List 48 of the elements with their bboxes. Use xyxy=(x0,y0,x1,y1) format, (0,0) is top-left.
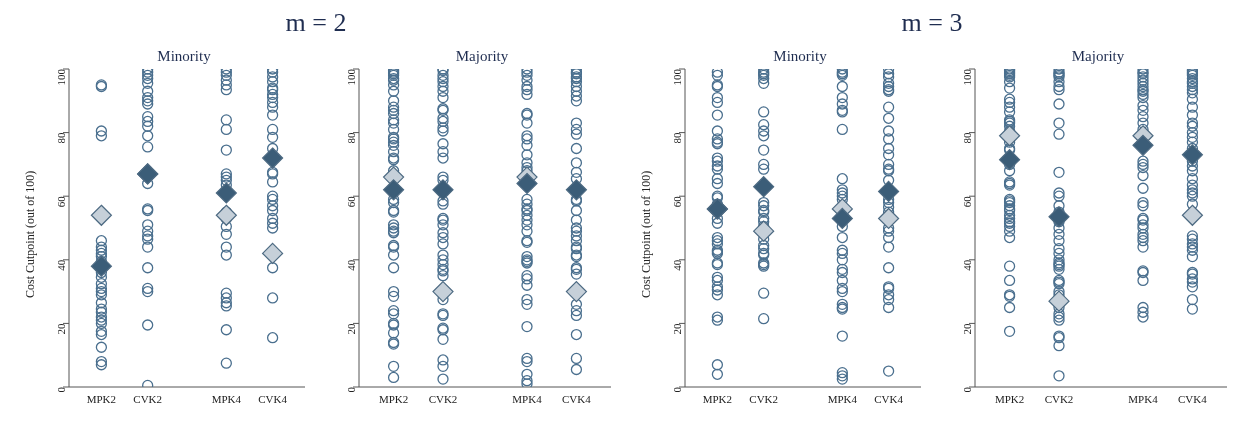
y-tick-label: 20 xyxy=(344,322,357,335)
x-tick-label: MPK4 xyxy=(827,392,858,405)
y-tick-label: 100 xyxy=(54,68,67,86)
y-tick-label: 60 xyxy=(960,195,973,208)
x-tick-label: CVK2 xyxy=(749,392,779,405)
x-tick-label: MPK4 xyxy=(1128,392,1159,405)
x-tick-label: MPK2 xyxy=(378,392,409,405)
y-tick-label: 100 xyxy=(670,68,683,86)
y-tick-label: 20 xyxy=(54,322,67,335)
y-tick-label: 0 xyxy=(54,386,67,393)
x-tick-label: CVK2 xyxy=(428,392,458,405)
x-tick-label: CVK2 xyxy=(133,392,163,405)
y-tick-label: 60 xyxy=(54,195,67,208)
x-tick-label: CVK2 xyxy=(1044,392,1074,405)
y-tick-label: 40 xyxy=(344,259,357,271)
y-tick-label: 0 xyxy=(960,386,973,393)
x-tick-label: MPK4 xyxy=(512,392,543,405)
chart-title: Majority xyxy=(1070,48,1125,65)
y-tick-label: 80 xyxy=(54,132,67,144)
x-tick-label: MPK2 xyxy=(702,392,733,405)
y-tick-label: 40 xyxy=(54,259,67,271)
y-tick-label: 100 xyxy=(960,68,973,86)
y-tick-label: 40 xyxy=(960,259,973,271)
x-tick-label: MPK4 xyxy=(211,392,242,405)
y-tick-label: 20 xyxy=(670,322,683,335)
text: m = 2 xyxy=(285,8,347,37)
x-tick-label: CVK4 xyxy=(874,392,904,405)
x-tick-label: CVK4 xyxy=(1178,392,1208,405)
y-tick-label: 100 xyxy=(344,68,357,86)
chart-title: Minority xyxy=(156,48,211,65)
y-tick-label: 0 xyxy=(670,386,683,393)
y-tick-label: 40 xyxy=(670,259,683,271)
text: m = 3 xyxy=(901,8,963,37)
y-tick-label: 60 xyxy=(670,195,683,208)
x-tick-label: CVK4 xyxy=(258,392,288,405)
y-axis-title: Cost Cutpoint (out of 100) xyxy=(639,170,654,298)
y-tick-label: 20 xyxy=(960,322,973,335)
y-tick-label: 0 xyxy=(344,386,357,393)
chart-title: Minority xyxy=(772,48,827,65)
y-tick-label: 80 xyxy=(344,132,357,144)
x-tick-label: CVK4 xyxy=(562,392,592,405)
y-tick-label: 80 xyxy=(670,132,683,144)
y-axis-title: Cost Cutpoint (out of 100) xyxy=(23,170,38,298)
chart-title: Majority xyxy=(454,48,509,65)
y-tick-label: 60 xyxy=(344,195,357,208)
y-tick-label: 80 xyxy=(960,132,973,144)
x-tick-label: MPK2 xyxy=(994,392,1025,405)
x-tick-label: MPK2 xyxy=(86,392,117,405)
